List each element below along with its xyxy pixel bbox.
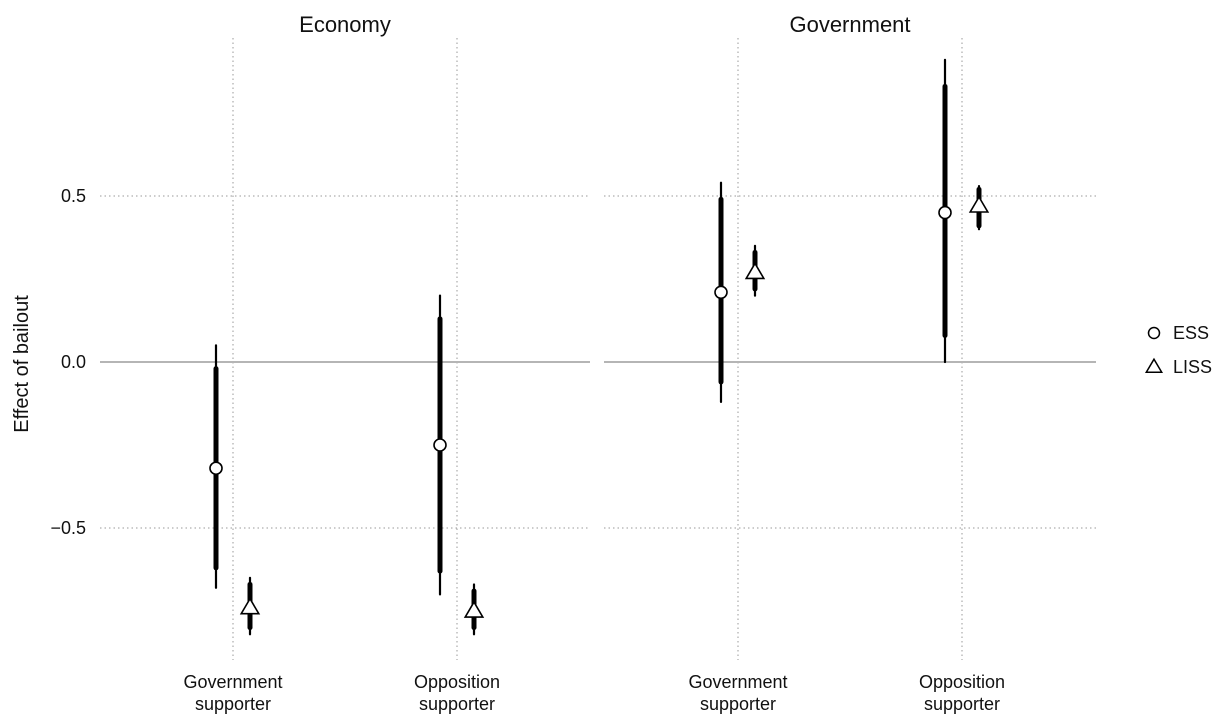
facet-title: Government <box>789 12 910 37</box>
y-axis-title: Effect of bailout <box>11 295 33 433</box>
x-tick-label-line2: supporter <box>419 694 495 714</box>
x-tick-label-line1: Government <box>183 672 282 692</box>
x-tick-label-line1: Opposition <box>919 672 1005 692</box>
point-ess <box>433 438 447 452</box>
x-tick-label-line1: Opposition <box>414 672 500 692</box>
point-liss <box>463 600 485 618</box>
confidence-interval-layer <box>213 58 982 636</box>
point-liss <box>968 195 990 213</box>
x-tick-label-line2: supporter <box>924 694 1000 714</box>
grid-layer <box>100 38 1096 660</box>
point-ess <box>938 205 952 220</box>
point-ess <box>714 285 728 300</box>
point-estimate-layer <box>209 195 990 618</box>
y-tick-label: −0.5 <box>50 518 86 538</box>
point-liss <box>239 597 261 615</box>
label-layer: Economy Government 0.5 0.0 −0.5 Effect of bai… <box>11 12 1005 714</box>
x-tick-label-line2: supporter <box>700 694 776 714</box>
facet-title: Economy <box>299 12 391 37</box>
point-ess <box>209 461 223 476</box>
x-tick-label-line2: supporter <box>195 694 271 714</box>
point-liss <box>744 261 766 280</box>
legend-key-circle <box>1147 326 1161 340</box>
legend: ESS LISS <box>1144 323 1212 377</box>
y-tick-label: 0.0 <box>61 352 86 372</box>
y-tick-label: 0.5 <box>61 186 86 206</box>
legend-label: ESS <box>1173 323 1209 343</box>
legend-key-triangle <box>1144 357 1164 374</box>
legend-label: LISS <box>1173 357 1212 377</box>
x-tick-label-line1: Government <box>688 672 787 692</box>
